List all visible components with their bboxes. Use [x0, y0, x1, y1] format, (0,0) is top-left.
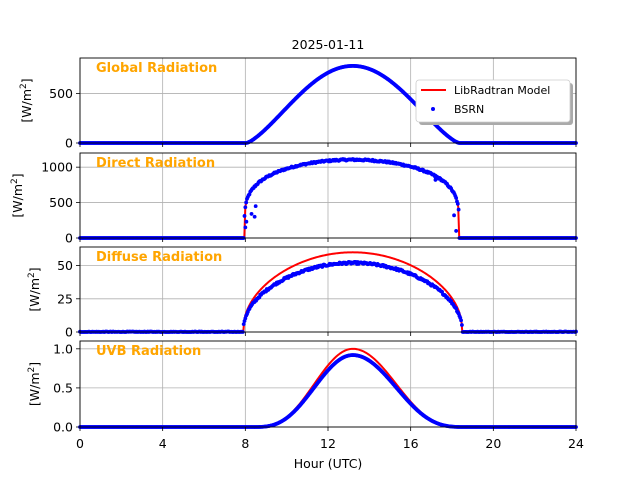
bsrn-outlier-0 [243, 225, 248, 230]
ylabel-sup-diffuse: 2 [27, 272, 37, 278]
bsrn-outlier-6 [433, 175, 438, 179]
bsrn-point-direct-455 [454, 196, 459, 200]
panel-global: 0 500 [W/m2] Global Radiation [19, 57, 578, 151]
chart-title: 2025-01-11 [292, 37, 365, 52]
legend-dot-1 [431, 107, 435, 111]
ylabel-diffuse: [W/m2] [27, 267, 42, 311]
ylabel-sup-direct: 2 [10, 178, 20, 184]
bsrn-point-diffuse-462 [460, 323, 464, 327]
ytick-label-direct-1: 500 [49, 195, 73, 210]
ytick-label-global-0: 0 [65, 136, 73, 151]
xtick-label-2: 8 [241, 436, 249, 451]
ylabel-main-global: [W/m [19, 89, 34, 123]
ylabel-main-direct: [W/m [10, 184, 25, 218]
panel-label-uvb: UVB Radiation [96, 344, 201, 359]
ytick-label-diffuse-1: 25 [57, 291, 73, 306]
panel-direct: 0 500 1000 [W/m2] Direct Radiation [10, 152, 578, 246]
xtick-label-4: 16 [403, 436, 419, 451]
panel-diffuse: 0 25 50 [W/m2] Diffuse Radiation [27, 246, 578, 340]
x-axis-label: Hour (UTC) [294, 456, 363, 471]
ylabel-global: [W/m2] [19, 78, 34, 122]
bsrn-point-direct-457 [455, 201, 460, 206]
ytick-label-diffuse-2: 50 [57, 258, 73, 273]
bsrn-outlier-7 [452, 213, 456, 218]
bsrn-point-direct-199 [242, 214, 247, 218]
ylabel-end-global: ] [19, 78, 34, 83]
xtick-label-6: 24 [568, 436, 584, 451]
bsrn-outlier-1 [244, 219, 249, 224]
panel-uvb: 0.0 0.5 1.0 [W/m2] UVB Radiation [27, 340, 578, 435]
legend-box [415, 79, 571, 123]
ytick-label-global-1: 500 [49, 86, 73, 101]
xtick-label-3: 12 [320, 436, 336, 451]
ytick-label-direct-2: 1000 [41, 160, 73, 175]
panel-label-direct: Direct Radiation [96, 156, 215, 171]
legend: LibRadtran Model BSRN [415, 79, 573, 125]
bsrn-outlier-4 [253, 204, 258, 209]
bsrn-series-diffuse [78, 260, 578, 334]
bsrn-point-diffuse-198 [241, 322, 246, 327]
ylabel-end-direct: ] [10, 173, 25, 178]
x-tick-labels: 0 4 8 12 16 20 24 [76, 436, 584, 451]
bsrn-point-direct-201 [244, 200, 249, 205]
xtick-label-0: 0 [76, 436, 84, 451]
legend-label-0: LibRadtran Model [454, 84, 550, 97]
bsrn-point-diffuse-461 [459, 318, 463, 323]
bsrn-point-direct-200 [243, 205, 248, 210]
bsrn-point-diffuse-455 [454, 306, 459, 311]
ytick-label-uvb-0: 0.0 [53, 420, 73, 435]
ylabel-main-diffuse: [W/m [27, 278, 42, 312]
ylabel-end-uvb: ] [27, 362, 42, 367]
ylabel-sup-uvb: 2 [27, 367, 37, 373]
bsrn-outlier-3 [252, 214, 257, 219]
xtick-label-5: 20 [485, 436, 501, 451]
ylabel-uvb: [W/m2] [27, 362, 42, 406]
ytick-label-uvb-1: 0.5 [53, 380, 73, 395]
panel-label-diffuse: Diffuse Radiation [96, 250, 222, 265]
legend-label-1: BSRN [454, 103, 484, 116]
ylabel-sup-global: 2 [19, 83, 29, 89]
ytick-label-diffuse-0: 0 [65, 325, 73, 340]
bsrn-outlier-2 [249, 212, 254, 216]
ytick-label-uvb-2: 1.0 [53, 341, 73, 356]
panel-label-global: Global Radiation [96, 61, 217, 76]
bsrn-outlier-8 [454, 229, 459, 233]
ylabel-direct: [W/m2] [10, 173, 25, 217]
ylabel-end-diffuse: ] [27, 267, 42, 272]
ylabel-main-uvb: [W/m [27, 373, 42, 407]
bsrn-point-direct-458 [456, 207, 461, 212]
bsrn-outlier-5 [433, 178, 438, 182]
xtick-label-1: 4 [159, 436, 167, 451]
ytick-label-direct-0: 0 [65, 231, 73, 246]
